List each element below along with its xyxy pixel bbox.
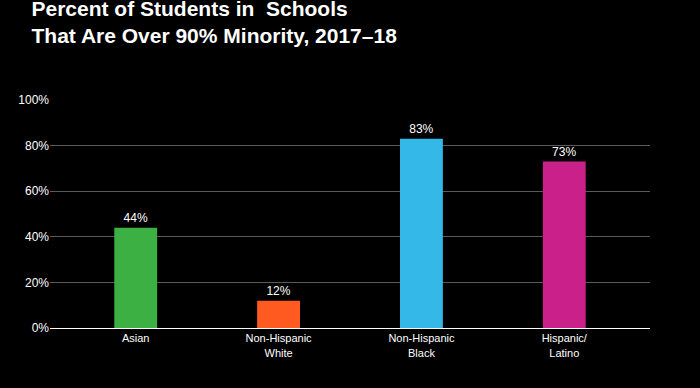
svg-text:Hispanic/Latino: Hispanic/Latino	[542, 332, 588, 358]
svg-text:100%: 100%	[18, 93, 49, 107]
svg-text:Non-HispanicBlack: Non-HispanicBlack	[388, 332, 455, 358]
svg-text:Asian: Asian	[122, 332, 150, 344]
svg-text:83%: 83%	[409, 122, 433, 136]
svg-text:0%: 0%	[32, 321, 50, 335]
svg-text:Percent of Students in School: Percent of Students in SchoolsThat Are O…	[32, 0, 398, 47]
svg-text:20%: 20%	[25, 276, 49, 290]
svg-text:60%: 60%	[25, 184, 49, 198]
svg-text:73%: 73%	[552, 145, 576, 159]
svg-text:80%: 80%	[25, 139, 49, 153]
svg-text:44%: 44%	[124, 211, 148, 225]
svg-text:40%: 40%	[25, 230, 49, 244]
svg-text:12%: 12%	[266, 284, 290, 298]
svg-text:Non-HispanicWhite: Non-HispanicWhite	[246, 332, 313, 358]
